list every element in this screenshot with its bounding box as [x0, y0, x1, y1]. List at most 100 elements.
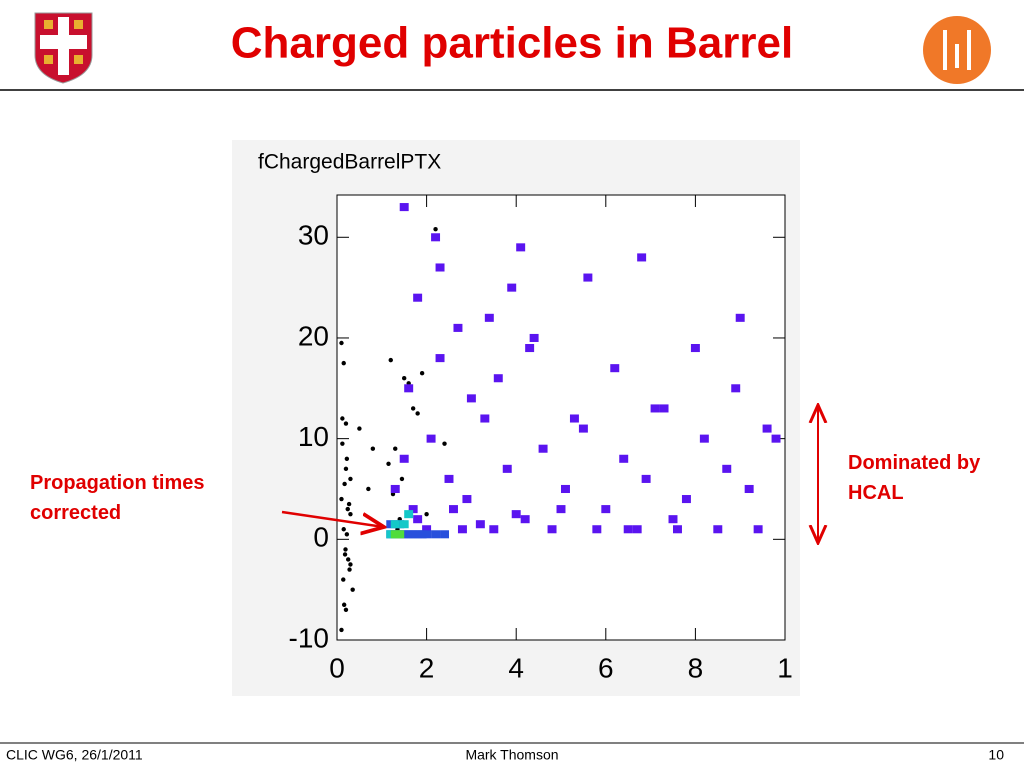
cell [690, 344, 700, 353]
cell [722, 464, 732, 473]
cell [399, 520, 409, 529]
cell [489, 525, 499, 534]
cell [561, 484, 570, 494]
x-tick-label: 1 [777, 652, 793, 683]
point [342, 481, 347, 487]
y-tick-label: 30 [298, 220, 329, 251]
point [350, 587, 355, 592]
point [343, 547, 348, 552]
cell [453, 323, 463, 332]
point [341, 577, 346, 582]
cell [619, 454, 629, 463]
cell [507, 283, 517, 292]
cell [529, 333, 539, 342]
point [347, 567, 352, 572]
cell [592, 525, 602, 534]
arrow [281, 510, 384, 527]
cell [762, 424, 772, 433]
footer-left: CLIC WG6, 26/1/2011 [6, 747, 143, 763]
point [393, 446, 398, 451]
point [419, 371, 425, 376]
point [415, 411, 420, 416]
cell [408, 530, 418, 539]
cell [520, 515, 530, 524]
cell [511, 510, 521, 519]
point [341, 602, 347, 607]
cell [395, 530, 405, 539]
cell [440, 530, 449, 539]
cell [457, 525, 467, 534]
chart-title: fChargedBarrelPTX [258, 151, 441, 174]
cell [475, 520, 485, 529]
cambridge-shield [34, 12, 93, 84]
point [348, 476, 353, 482]
x-tick-label: 8 [688, 652, 704, 683]
point [402, 376, 407, 381]
point [339, 496, 344, 502]
cell [390, 520, 400, 529]
cell [493, 374, 503, 383]
point [348, 562, 353, 567]
point [346, 557, 351, 562]
annotation: Dominated by HCAL [848, 452, 981, 504]
point [341, 527, 346, 532]
cell [390, 484, 400, 494]
cell [569, 414, 579, 423]
cell [637, 253, 647, 262]
point [410, 406, 416, 411]
cell [404, 384, 414, 393]
point [343, 421, 349, 426]
point [433, 227, 438, 232]
cell [556, 505, 566, 514]
point [442, 441, 447, 446]
point [348, 511, 353, 517]
point [342, 552, 348, 557]
point [341, 360, 346, 366]
cell [408, 505, 418, 514]
cell [435, 354, 445, 363]
cell [610, 364, 620, 373]
clic-logo [923, 16, 991, 84]
x-tick-label: 4 [508, 652, 524, 683]
point [344, 456, 350, 461]
cell [731, 384, 741, 393]
cell [713, 525, 723, 534]
cell [578, 424, 588, 433]
cell [673, 525, 682, 534]
point [388, 357, 393, 363]
cell [771, 434, 781, 443]
y-tick-label: 0 [313, 522, 329, 553]
cell [431, 530, 441, 539]
point [345, 506, 350, 512]
point [340, 416, 345, 421]
cell [601, 505, 611, 514]
point [339, 340, 344, 346]
cell [466, 394, 476, 403]
slide-title: Charged particles in Barrel [231, 19, 793, 68]
cell [422, 525, 432, 534]
y-tick-label: 10 [298, 421, 329, 452]
cell [516, 243, 526, 252]
cell [422, 530, 432, 539]
cell [583, 273, 593, 282]
point [346, 501, 352, 507]
cell [668, 515, 678, 524]
cell [444, 474, 454, 483]
cell [404, 510, 414, 519]
cell [435, 263, 445, 272]
point [344, 532, 350, 537]
point [343, 607, 349, 612]
x-tick-label: 2 [419, 652, 435, 683]
x-tick-label: 6 [598, 652, 614, 683]
cell [623, 525, 633, 534]
point [339, 627, 344, 633]
annotation: Propagation times corrected [30, 472, 205, 524]
point [386, 461, 391, 467]
cell [632, 525, 642, 534]
x-tick-label: 0 [329, 652, 345, 683]
point [357, 426, 362, 431]
cell [547, 525, 557, 534]
cell [426, 434, 436, 443]
